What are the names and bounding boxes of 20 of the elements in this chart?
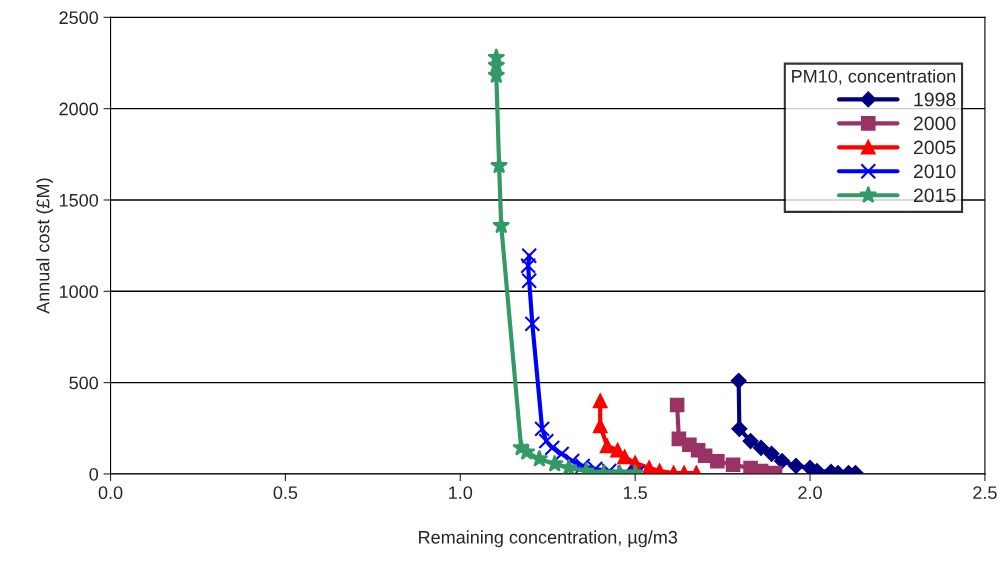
legend-label: 2015	[913, 188, 956, 203]
y-tick-label: 2500	[59, 11, 99, 25]
legend-label: 1998	[914, 92, 956, 107]
legend-label: 2010	[913, 164, 956, 179]
legend-label: 2000	[913, 116, 956, 131]
x-tick-label: 0.5	[273, 486, 298, 500]
x-axis-title: Remaining concentration, µg/m3	[419, 530, 678, 548]
x-tick-label: 0.0	[98, 486, 123, 500]
y-axis-title: Annual cost (£M)	[36, 178, 54, 314]
x-tick-label: 2.5	[973, 486, 997, 500]
y-tick-label: 0	[89, 467, 99, 481]
y-tick-label: 1000	[59, 285, 99, 299]
x-tick-label: 1.0	[449, 486, 473, 500]
y-tick-label: 500	[69, 376, 99, 390]
x-tick-label: 2.0	[798, 486, 822, 500]
legend-label: 2005	[913, 140, 956, 155]
y-tick-label: 1500	[59, 193, 99, 207]
legend-title: PM10, concentration	[792, 69, 956, 85]
y-tick-label: 2000	[59, 102, 99, 116]
x-tick-label: 1.5	[623, 486, 647, 500]
